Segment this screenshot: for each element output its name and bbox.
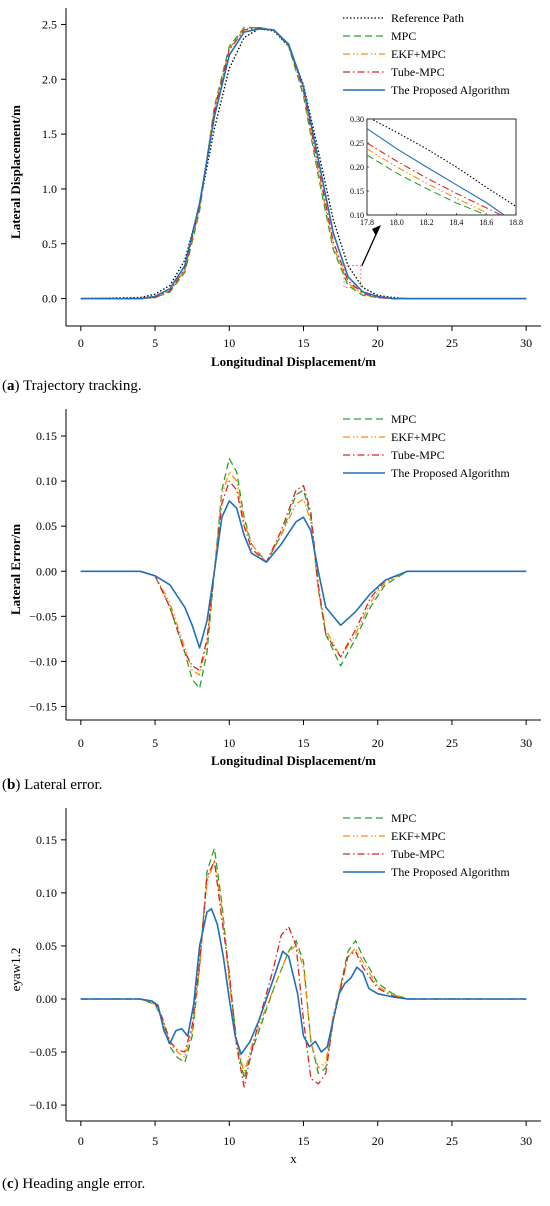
inset-y-tick-label: 0.15: [350, 187, 364, 196]
y-tick-label: 0.05: [36, 939, 57, 953]
y-tick-label: −0.15: [29, 699, 57, 713]
inset-series-tube-mpc: [367, 142, 502, 215]
series-line-reference-path: [80, 28, 527, 300]
x-tick-label: 30: [520, 336, 532, 350]
series-line-the-proposed-algorithm: [80, 500, 527, 649]
y-tick-label: 1.0: [42, 182, 57, 196]
x-tick-label: 20: [372, 736, 384, 750]
x-axis-label: Longitudinal Displacement/m: [211, 753, 376, 768]
series-line-the-proposed-algorithm: [80, 907, 527, 1055]
y-tick-label: −0.10: [29, 654, 57, 668]
inset-y-tick-label: 0.20: [350, 163, 364, 172]
y-tick-label: 0.10: [36, 886, 57, 900]
y-axis-label: eyaw1.2: [8, 948, 23, 992]
y-tick-label: 0.00: [36, 992, 57, 1006]
legend-label-mpc: MPC: [391, 811, 416, 825]
x-tick-label: 15: [298, 736, 310, 750]
y-tick-label: 0.00: [36, 564, 57, 578]
y-tick-label: −0.05: [29, 1045, 57, 1059]
x-tick-label: 15: [298, 1134, 310, 1148]
inset-series-mpc: [367, 154, 487, 215]
zoom-arrow-icon: [361, 229, 379, 266]
x-tick-label: 0: [78, 1134, 84, 1148]
x-tick-label: 10: [223, 1134, 235, 1148]
series-line-mpc: [80, 457, 527, 690]
x-tick-label: 30: [520, 736, 532, 750]
x-tick-label: 0: [78, 736, 84, 750]
zoom-inset: 17.8 18.0 18.2 18.4 18.6 18.8 0.10 0.15 0.20 0.25…: [350, 115, 523, 227]
legend-label-ekf-mpc: EKF+MPC: [391, 829, 446, 843]
legend-label-the-proposed-algorithm: The Proposed Algorithm: [391, 83, 510, 97]
x-tick-label: 25: [446, 736, 458, 750]
legend-label-tube-mpc: Tube-MPC: [391, 65, 445, 79]
chart-panel-2: 0 5 10 15 20 25 30 0.15 0.10 0.05 0.00 −0.05 −0.10 −0…: [8, 409, 541, 768]
x-tick-label: 15: [298, 336, 310, 350]
inset-x-tick-label: 18.0: [390, 218, 404, 227]
y-tick-label: −0.05: [29, 609, 57, 623]
caption-c: (c) Heading angle error.: [2, 1176, 146, 1192]
legend-label-the-proposed-algorithm: The Proposed Algorithm: [391, 865, 510, 879]
zoom-arrowhead-icon: [372, 225, 381, 236]
x-tick-label: 10: [223, 336, 235, 350]
series-line-the-proposed-algorithm: [80, 27, 527, 300]
inset-series-reference-path: [370, 119, 516, 207]
y-tick-label: 0.10: [36, 474, 57, 488]
x-tick-label: 0: [78, 336, 84, 350]
x-tick-label: 25: [446, 336, 458, 350]
x-axis-label: Longitudinal Displacement/m: [211, 354, 376, 369]
y-tick-label: 0.05: [36, 519, 57, 533]
legend-label-ekf-mpc: EKF+MPC: [391, 430, 446, 444]
inset-x-tick-label: 18.4: [449, 218, 463, 227]
chart-panel-1: 0 5 10 15 20 25 30 0.0 0.5 1.0 1.5 2.0 2.5 Longitudin…: [8, 8, 541, 369]
inset-series-ekf-mpc: [367, 148, 487, 214]
inset-frame: [366, 118, 517, 216]
y-tick-label: 0.15: [36, 429, 57, 443]
inset-x-tick-label: 17.8: [360, 218, 374, 227]
y-tick-label: 0.0: [42, 292, 57, 306]
legend-label-reference-path: Reference Path: [391, 11, 464, 25]
caption-a: (a) Trajectory tracking.: [2, 378, 142, 394]
caption-b: (b) Lateral error.: [2, 777, 103, 793]
x-tick-label: 20: [372, 1134, 384, 1148]
y-tick-label: 0.5: [42, 237, 57, 251]
inset-y-tick-label: 0.10: [350, 211, 364, 220]
legend-label-mpc: MPC: [391, 29, 416, 43]
inset-y-tick-label: 0.30: [350, 115, 364, 124]
y-tick-label: −0.10: [29, 1098, 57, 1112]
y-axis-label: Lateral Error/m: [8, 524, 23, 615]
x-tick-label: 30: [520, 1134, 532, 1148]
x-tick-label: 10: [223, 736, 235, 750]
inset-y-tick-label: 0.25: [350, 139, 364, 148]
x-tick-label: 25: [446, 1134, 458, 1148]
y-tick-label: 2.0: [42, 72, 57, 86]
x-tick-label: 20: [372, 336, 384, 350]
inset-x-tick-label: 18.8: [509, 218, 523, 227]
zoom-region-box: [343, 265, 362, 289]
legend-label-ekf-mpc: EKF+MPC: [391, 47, 446, 61]
chart-panel-3: 0 5 10 15 20 25 30 0.15 0.10 0.05 0.00 −0.05 −0.10 x e…: [8, 808, 541, 1166]
legend-label-mpc: MPC: [391, 412, 416, 426]
y-tick-label: 2.5: [42, 17, 57, 31]
legend-label-tube-mpc: Tube-MPC: [391, 448, 445, 462]
inset-x-tick-label: 18.6: [479, 218, 493, 227]
x-tick-label: 5: [152, 736, 158, 750]
x-tick-label: 5: [152, 1134, 158, 1148]
x-axis-label: x: [290, 1151, 297, 1166]
series-line-tube-mpc: [80, 480, 527, 672]
series-line-mpc: [80, 847, 527, 1080]
series-line-tube-mpc: [80, 860, 527, 1088]
y-tick-label: 1.5: [42, 127, 57, 141]
x-tick-label: 5: [152, 336, 158, 350]
inset-x-tick-label: 18.2: [420, 218, 434, 227]
series-line-ekf-mpc: [80, 860, 527, 1074]
legend-label-tube-mpc: Tube-MPC: [391, 847, 445, 861]
y-axis-label: Lateral Displacement/m: [8, 105, 23, 239]
inset-series-the-proposed-algorithm: [367, 128, 505, 215]
y-tick-label: 0.15: [36, 833, 57, 847]
legend-label-the-proposed-algorithm: The Proposed Algorithm: [391, 466, 510, 480]
